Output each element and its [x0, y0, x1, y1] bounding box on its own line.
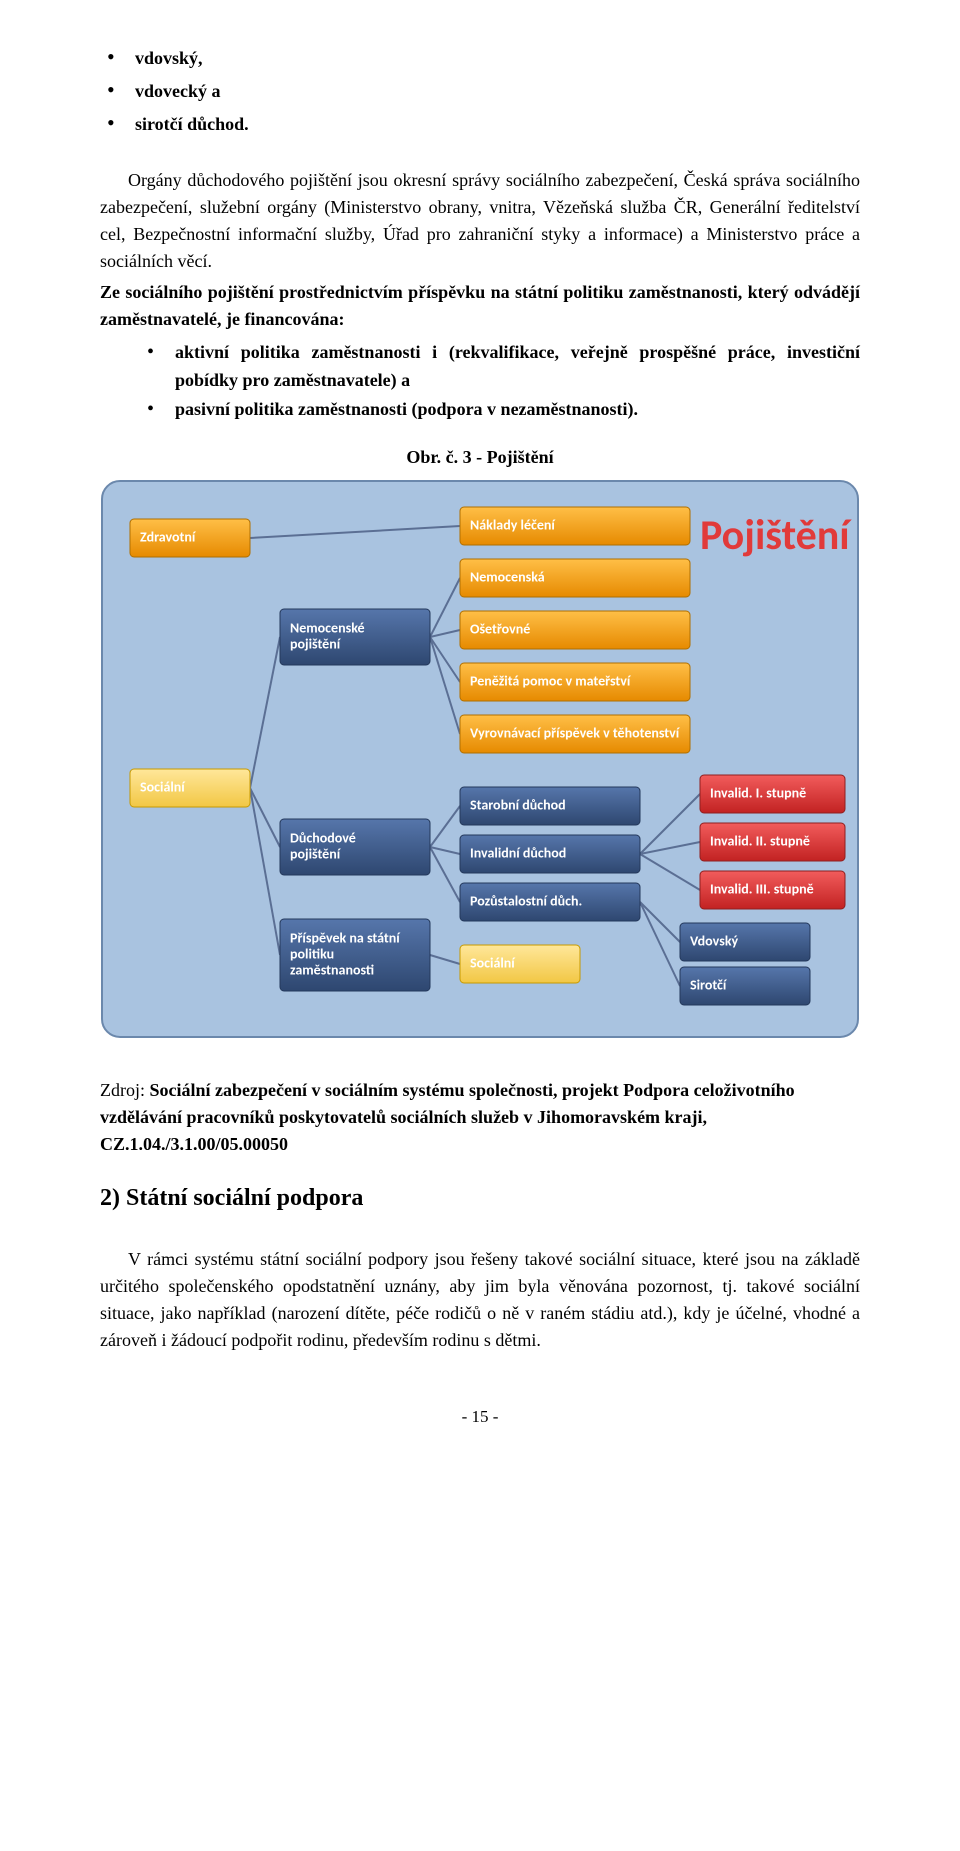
sub-bullet-list: aktivní politika zaměstnanosti i (rekval…	[100, 337, 860, 424]
source-text: Sociální zabezpečení v sociálním systému…	[100, 1080, 795, 1154]
svg-text:Invalidní důchod: Invalidní důchod	[470, 844, 566, 861]
svg-text:Invalid. I. stupně: Invalid. I. stupně	[710, 784, 806, 801]
paragraph-1: Orgány důchodového pojištění jsou okresn…	[100, 167, 860, 275]
svg-text:Sociální: Sociální	[470, 954, 516, 971]
svg-text:Peněžitá pomoc v mateřství: Peněžitá pomoc v mateřství	[470, 672, 632, 689]
svg-text:Zdravotní: Zdravotní	[140, 528, 197, 545]
svg-text:Sirotčí: Sirotčí	[690, 976, 728, 993]
figure-caption: Obr. č. 3 - Pojištění	[100, 444, 860, 471]
diagram-container: ZdravotníSociálníNemocensképojištěníDůch…	[100, 479, 860, 1039]
svg-text:zaměstnanosti: zaměstnanosti	[290, 961, 374, 978]
svg-text:Náklady léčení: Náklady léčení	[470, 516, 556, 533]
sub-bullet-text: aktivní politika zaměstnanosti i (rekval…	[175, 342, 860, 390]
bullet-item: vdovecký a	[135, 73, 860, 106]
svg-text:Invalid. II. stupně: Invalid. II. stupně	[710, 832, 810, 849]
svg-text:Důchodové: Důchodové	[290, 829, 356, 846]
bullet-item: sirotčí důchod.	[135, 106, 860, 139]
svg-text:Pozůstalostní důch.: Pozůstalostní důch.	[470, 892, 582, 909]
sub-bullet-item: aktivní politika zaměstnanosti i (rekval…	[175, 337, 860, 394]
svg-text:Starobní důchod: Starobní důchod	[470, 796, 566, 813]
svg-text:politiku: politiku	[290, 945, 334, 962]
svg-text:pojištění: pojištění	[290, 635, 342, 652]
svg-text:Vdovský: Vdovský	[690, 932, 739, 949]
svg-text:Ošetřovné: Ošetřovné	[470, 620, 530, 637]
sub-bullet-item: pasivní politika zaměstnanosti (podpora …	[175, 394, 860, 424]
paragraph-3: V rámci systému státní sociální podpory …	[100, 1246, 860, 1354]
svg-text:Vyrovnávací příspěvek v těhote: Vyrovnávací příspěvek v těhotenství	[470, 724, 681, 741]
source-paragraph: Zdroj: Sociální zabezpečení v sociálním …	[100, 1077, 860, 1158]
bullet-text: vdovecký a	[135, 81, 221, 101]
source-label: Zdroj:	[100, 1080, 150, 1100]
sub-bullet-text: pasivní politika zaměstnanosti (podpora …	[175, 399, 638, 419]
svg-text:Nemocenská: Nemocenská	[470, 568, 545, 585]
svg-text:Nemocenské: Nemocenské	[290, 619, 365, 636]
bullet-list-top: vdovský, vdovecký a sirotčí důchod.	[100, 40, 860, 139]
svg-text:pojištění: pojištění	[290, 845, 342, 862]
svg-text:Pojištění: Pojištění	[700, 510, 852, 561]
paragraph-2-bold: Ze sociálního pojištění prostřednictvím …	[100, 279, 860, 333]
pojisteni-diagram: ZdravotníSociálníNemocensképojištěníDůch…	[100, 479, 860, 1039]
bullet-text: sirotčí důchod.	[135, 114, 249, 134]
bullet-text: vdovský,	[135, 48, 203, 68]
bullet-item: vdovský,	[135, 40, 860, 73]
svg-text:Sociální: Sociální	[140, 778, 186, 795]
page-number: - 15 -	[100, 1404, 860, 1430]
svg-text:Příspěvek na státní: Příspěvek na státní	[290, 929, 401, 946]
svg-text:Invalid. III. stupně: Invalid. III. stupně	[710, 880, 814, 897]
section-heading: 2) Státní sociální podpora	[100, 1180, 860, 1216]
